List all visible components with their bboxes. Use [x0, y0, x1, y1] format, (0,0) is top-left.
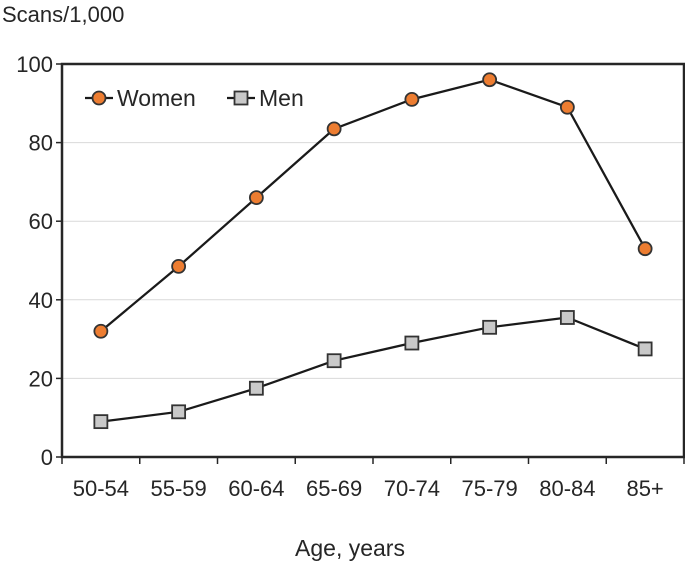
y-tick-label: 40	[29, 288, 53, 313]
data-point-men-3	[326, 353, 342, 369]
data-point-women-2	[248, 190, 264, 206]
data-point-men-6	[559, 310, 575, 325]
data-point-men-5	[482, 319, 498, 335]
legend-label-women: Women	[117, 85, 196, 111]
data-point-men-7	[637, 341, 653, 357]
data-point-men-1	[171, 404, 187, 420]
chart-title: Scans/1,000	[2, 2, 125, 27]
plot-border	[60, 62, 685, 459]
x-tick-label: 65-69	[306, 476, 362, 501]
data-point-men-0	[93, 414, 109, 430]
x-tick-label: 85+	[626, 476, 663, 501]
data-point-women-1	[171, 258, 187, 274]
y-tick-label: 20	[29, 366, 53, 391]
x-tick-label: 50-54	[73, 476, 129, 501]
data-point-women-0	[93, 323, 109, 339]
y-tick-label: 100	[16, 52, 53, 77]
legend-marker-women	[91, 90, 107, 106]
data-point-men-2	[248, 380, 264, 396]
x-tick-label: 60-64	[228, 476, 284, 501]
data-point-women-3	[326, 121, 342, 137]
legend-label-men: Men	[259, 85, 304, 111]
series-line-men	[100, 316, 646, 423]
series-line-women	[100, 78, 647, 333]
data-point-women-7	[637, 241, 653, 257]
x-axis-title: Age, years	[295, 535, 405, 561]
y-tick-label: 0	[41, 445, 53, 470]
x-tick-label: 75-79	[461, 476, 517, 501]
y-tick-label: 60	[29, 209, 53, 234]
data-point-women-6	[559, 99, 575, 115]
x-tick-label: 80-84	[539, 476, 595, 501]
x-tick-label: 70-74	[384, 476, 440, 501]
x-tick-label: 55-59	[150, 476, 206, 501]
data-point-women-5	[482, 72, 498, 88]
y-tick-label: 80	[29, 131, 53, 156]
legend-marker-men	[233, 90, 249, 106]
data-point-men-4	[404, 335, 420, 351]
data-point-women-4	[404, 91, 420, 107]
